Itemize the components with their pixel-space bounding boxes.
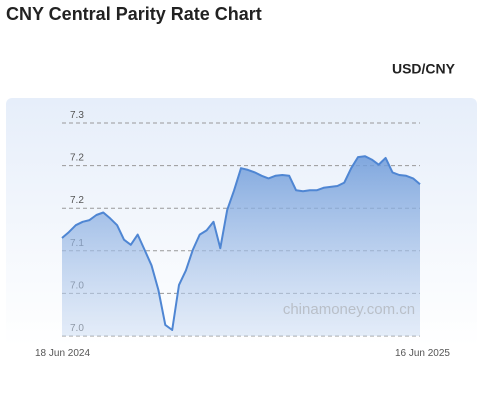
- chart-title: CNY Central Parity Rate Chart: [6, 4, 262, 24]
- y-tick-label: 7.2: [70, 195, 84, 206]
- x-tick-label: 18 Jun 2024: [35, 348, 90, 359]
- x-tick-label: 16 Jun 2025: [395, 348, 450, 359]
- y-tick-label: 7.2: [70, 153, 84, 164]
- watermark: chinamoney.com.cn: [283, 301, 415, 318]
- area: [62, 156, 420, 336]
- line: [61, 155, 421, 331]
- pair-label: USD/CNY: [392, 61, 456, 77]
- y-tick-label: 7.3: [70, 110, 84, 121]
